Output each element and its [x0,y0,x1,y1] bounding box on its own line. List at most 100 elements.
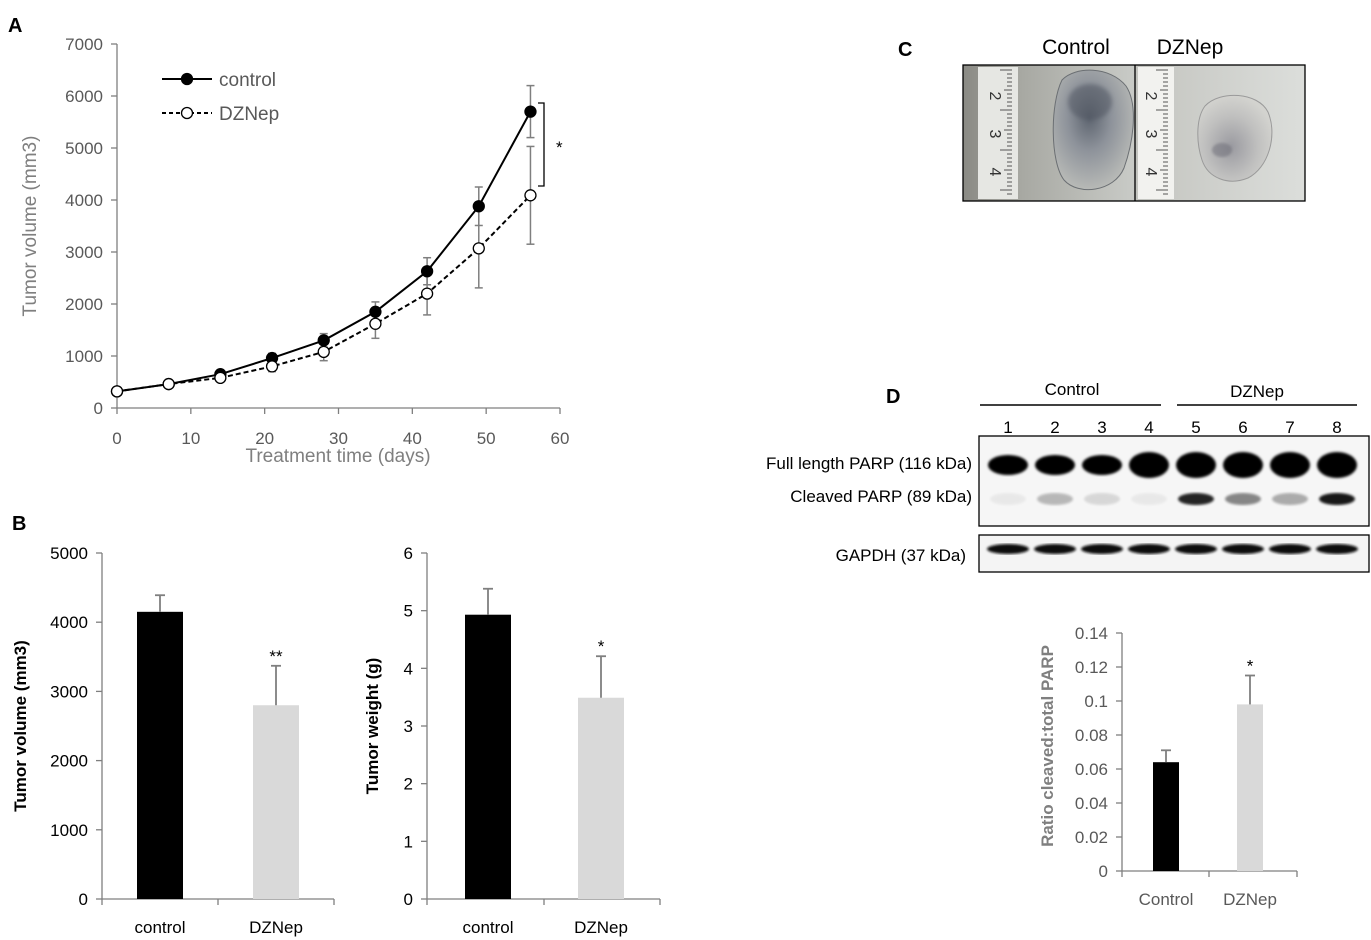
y-axis-label: Tumor weight (g) [363,658,382,795]
data-point-dznep [472,242,485,255]
y-axis-label: Tumor volume (mm3) [11,640,30,812]
ruler-number: 3 [986,130,1003,139]
blot-group-control: Control [1045,380,1100,399]
ruler-number: 2 [1142,92,1159,101]
band-cleaved-parp [1131,493,1167,505]
y-tick-label: 4 [404,659,413,678]
y-tick-label: 1000 [50,821,88,840]
panel-label-b: B [12,513,26,535]
data-point-dznep [420,287,434,300]
x-tick-label: 20 [255,429,274,448]
x-tick-label: 40 [403,429,422,448]
band-gapdh [1034,544,1076,554]
ruler-number: 4 [986,168,1003,177]
band-full-length-parp [1082,455,1122,475]
y-tick-label: 0 [94,399,103,418]
band-gapdh [1081,544,1123,554]
y-tick-label: 0.08 [1075,726,1108,745]
legend-marker-control [180,72,194,86]
western-blot: Control DZNep 1 2 3 4 5 6 7 8 Full length PARP … [766,380,1370,573]
band-cleaved-parp [1178,493,1214,505]
significance-star: * [1247,657,1254,676]
ruler-dznep [1138,67,1174,199]
blot-lane-number: 7 [1285,418,1294,437]
x-category-label: DZNep [249,918,303,937]
significance-bracket [538,102,545,187]
band-full-length-parp [1270,452,1310,478]
y-axis-label: Ratio cleaved:total PARP [1038,645,1057,847]
y-tick-label: 0.04 [1075,794,1108,813]
band-gapdh [1128,544,1170,554]
x-tick-label: 10 [181,429,200,448]
legend-label-control: control [219,70,276,91]
data-point-control [420,265,434,278]
series-line-dznep [116,194,532,393]
blot-row-label-full: Full length PARP (116 kDa) [766,454,972,473]
bar-chart-tumor-volume: 0 1000 2000 3000 4000 5000 control ** DZNep Tum… [11,544,335,937]
y-tick-label: 0.1 [1084,692,1108,711]
x-category-label: DZNep [1223,890,1277,909]
x-category-label: DZNep [574,918,628,937]
bar-dznep [1237,704,1263,871]
band-full-length-parp [1129,452,1169,478]
x-category-label: control [462,918,513,937]
data-point-dznep [524,189,537,202]
blot-lane-number: 6 [1238,418,1247,437]
legend: control DZNep [162,70,279,125]
data-point-dznep [110,385,124,398]
panel-label-a: A [8,15,22,37]
band-cleaved-parp [1084,493,1120,505]
tumor-dznep [1197,94,1273,182]
y-tick-label: 3000 [50,682,88,701]
y-tick-label: 3000 [65,243,103,262]
band-gapdh [1269,544,1311,554]
y-tick-label: 0.14 [1075,624,1108,643]
y-tick-label: 2000 [50,752,88,771]
y-tick-label: 5000 [50,544,88,563]
band-cleaved-parp [1319,493,1355,505]
blot-lane-number: 4 [1144,418,1153,437]
line-chart-tumor-volume: 0 1000 2000 3000 4000 5000 6000 7000 0 10 20 30 40 5… [20,35,569,467]
band-cleaved-parp [1225,493,1261,505]
band-cleaved-parp [990,493,1026,505]
bar-control [465,614,511,899]
ruler-control [978,67,1018,199]
y-tick-label: 3 [404,717,413,736]
band-gapdh [987,544,1029,554]
bar-control [137,611,183,899]
y-axis-label: Tumor volume (mm3) [20,136,41,317]
band-gapdh [1222,544,1264,554]
data-point-dznep [317,345,330,358]
ruler-number: 3 [1142,130,1159,139]
y-tick-label: 4000 [50,613,88,632]
band-full-length-parp [1317,452,1357,478]
band-gapdh [1316,544,1358,554]
y-tick-label: 0.12 [1075,658,1108,677]
y-tick-label: 1000 [65,347,103,366]
y-tick-label: 1 [404,832,413,851]
data-point-dznep [369,317,382,330]
y-tick-label: 0 [1099,862,1108,881]
y-tick-label: 6 [404,544,413,563]
x-category-label: control [134,918,185,937]
x-tick-label: 0 [112,429,121,448]
x-tick-label: 60 [551,429,570,448]
ruler-number: 2 [986,92,1003,101]
ruler-number: 4 [1142,168,1159,177]
y-tick-label: 7000 [65,35,103,54]
y-tick-label: 0.06 [1075,760,1108,779]
blot-lane-number: 3 [1097,418,1106,437]
data-point-control [317,334,330,347]
y-tick-label: 0.02 [1075,828,1108,847]
data-point-dznep [162,377,175,391]
blot-group-dznep: DZNep [1230,382,1284,401]
data-point-control [472,200,485,213]
photo-frame [962,64,1306,202]
bar-dznep [253,705,299,899]
x-category-label: Control [1139,890,1194,909]
band-cleaved-parp [1037,493,1073,505]
photo-label-dznep: DZNep [1157,36,1224,59]
band-cleaved-parp [1272,493,1308,505]
band-full-length-parp [988,455,1028,475]
y-tick-label: 0 [404,890,413,909]
